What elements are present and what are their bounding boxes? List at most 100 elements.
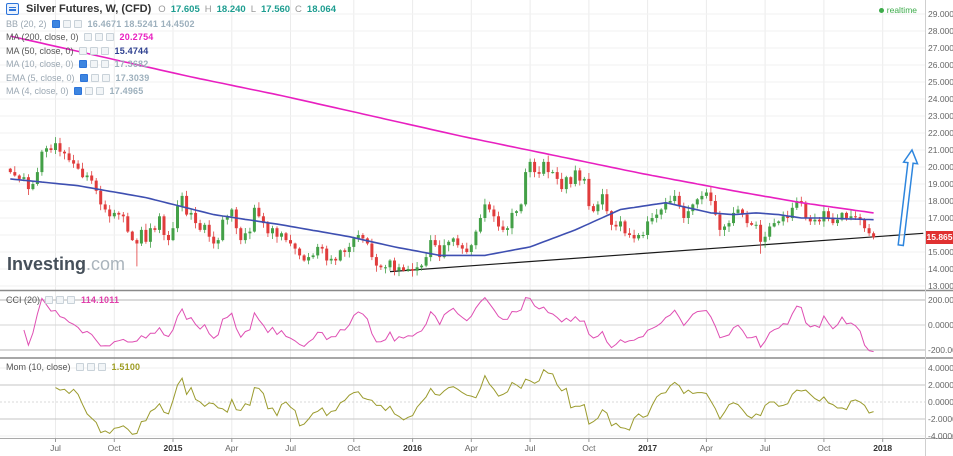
legend-value: 16.4671 18.5241 14.4502 — [87, 18, 195, 29]
realtime-label: realtime — [886, 5, 917, 15]
legend-row-ema5: EMA (5, close, 0) 17.3039 — [6, 71, 195, 85]
legend-value: 17.3039 — [115, 72, 150, 83]
price-axis-label: 18.000 — [928, 196, 953, 206]
low-value: 17.560 — [260, 3, 291, 15]
time-axis-month-label: Oct — [107, 443, 121, 453]
legend-label: BB (20, 2) — [6, 18, 47, 29]
legend-label: MA (50, close, 0) — [6, 45, 74, 56]
eye-icon[interactable] — [79, 73, 88, 82]
time-axis-month-label: Oct — [817, 443, 831, 453]
settings-icon[interactable] — [89, 60, 98, 69]
settings-icon[interactable] — [94, 33, 103, 42]
price-axis-label: 14.000 — [928, 264, 953, 274]
close-icon[interactable] — [73, 19, 82, 28]
settings-icon[interactable] — [84, 87, 93, 96]
close-icon[interactable] — [100, 46, 109, 55]
settings-icon[interactable] — [90, 73, 99, 82]
mom-legend-row: Mom (10, close) 1.5100 — [6, 362, 140, 372]
open-label: O — [158, 3, 166, 15]
investing-watermark: Investing.com — [7, 254, 125, 275]
close-value: 18.064 — [306, 3, 336, 15]
legend-row-ma50: MA (50, close, 0) 15.4744 — [6, 44, 195, 58]
legend-label: MA (200, close, 0) — [6, 32, 79, 43]
legend-value: 17.4965 — [109, 86, 144, 97]
last-price-tag: 15.865 — [926, 231, 953, 244]
legend-value: 17.3682 — [114, 59, 149, 70]
menu-icon[interactable] — [6, 3, 19, 15]
close-icon[interactable] — [97, 363, 106, 371]
close-icon[interactable] — [95, 87, 104, 96]
settings-icon[interactable] — [56, 296, 65, 304]
price-axis-label: 28.000 — [928, 26, 953, 36]
ohlc-readout: O 17.605 H 18.240 L 17.560 C 18.064 — [158, 4, 336, 15]
price-axis-label: 29.000 — [928, 9, 953, 19]
eye-icon[interactable] — [45, 296, 54, 304]
eye-icon[interactable] — [78, 60, 87, 69]
price-axis-label: 22.000 — [928, 128, 953, 138]
watermark-suffix: .com — [86, 254, 126, 274]
time-axis-year-label: 2016 — [403, 443, 423, 453]
close-label: C — [295, 3, 302, 15]
watermark-main: Investing — [7, 254, 87, 274]
legend-label: MA (4, close, 0) — [6, 86, 69, 97]
time-axis-month-label: Oct — [582, 443, 596, 453]
eye-icon[interactable] — [75, 363, 84, 371]
price-axis-label: 19.000 — [928, 179, 953, 189]
price-axis-label: 26.000 — [928, 60, 953, 70]
close-icon[interactable] — [105, 33, 114, 42]
price-axis-label: 24.000 — [928, 94, 953, 104]
realtime-status: realtime — [878, 5, 917, 15]
symbol-title: Silver Futures, W, (CFD) — [26, 3, 152, 15]
mom-axis-label: -4.0000 — [928, 431, 953, 441]
close-icon[interactable] — [101, 73, 110, 82]
mom-axis-label: -2.0000 — [928, 414, 953, 424]
time-axis-year-label: 2018 — [873, 443, 893, 453]
eye-icon[interactable] — [73, 87, 82, 96]
legend-row-bb: BB (20, 2) 16.4671 18.5241 14.4502 — [6, 17, 195, 31]
price-axis-label: 20.000 — [928, 162, 953, 172]
time-axis-month-label: Jul — [759, 443, 771, 453]
realtime-dot-icon — [878, 7, 884, 13]
eye-icon[interactable] — [51, 19, 60, 28]
price-axis-label: 23.000 — [928, 111, 953, 121]
time-axis-month-label: Jul — [524, 443, 536, 453]
legend-row-ma10: MA (10, close, 0) 17.3682 — [6, 58, 195, 72]
eye-icon[interactable] — [83, 33, 92, 42]
mom-axis-label: 2.0000 — [928, 380, 953, 390]
mom-label: Mom (10, close) — [6, 362, 71, 372]
close-icon[interactable] — [67, 296, 76, 304]
open-value: 17.605 — [170, 3, 200, 15]
indicator-legends: BB (20, 2) 16.4671 18.5241 14.4502 MA (2… — [6, 17, 195, 98]
legend-value: 15.4744 — [114, 45, 149, 56]
time-axis-month-label: Oct — [347, 443, 361, 453]
time-axis-month-label: Jul — [50, 443, 61, 453]
cci-label: CCI (20) — [6, 295, 41, 305]
cci-legend-row: CCI (20) 114.1011 — [6, 295, 119, 305]
low-label: L — [250, 3, 256, 15]
legend-label: EMA (5, close, 0) — [6, 72, 75, 83]
price-axis-label: 27.000 — [928, 43, 953, 53]
time-axis-month-label: Apr — [225, 443, 239, 453]
price-axis-label: 25.000 — [928, 77, 953, 87]
price-axis-label: 21.000 — [928, 145, 953, 155]
eye-icon[interactable] — [78, 46, 87, 55]
time-axis-month-label: Apr — [464, 443, 478, 453]
settings-icon[interactable] — [89, 46, 98, 55]
legend-value: 20.2754 — [119, 32, 154, 43]
chart-header: Silver Futures, W, (CFD) O 17.605 H 18.240… — [6, 3, 336, 15]
cci-axis-label: 0.0000 — [928, 320, 953, 330]
high-label: H — [204, 3, 212, 15]
settings-icon[interactable] — [62, 19, 71, 28]
time-axis-year-label: 2017 — [638, 443, 658, 453]
time-axis-year-label: 2015 — [163, 443, 183, 453]
mom-axis-label: 4.0000 — [928, 363, 953, 373]
settings-icon[interactable] — [86, 363, 95, 371]
price-axis-label: 17.000 — [928, 213, 953, 223]
mom-value: 1.5100 — [111, 362, 141, 372]
close-icon[interactable] — [100, 60, 109, 69]
time-axis-month-label: Jul — [285, 443, 296, 453]
legend-row-ma4: MA (4, close, 0) 17.4965 — [6, 85, 195, 99]
legend-row-ma200: MA (200, close, 0) 20.2754 — [6, 31, 195, 45]
